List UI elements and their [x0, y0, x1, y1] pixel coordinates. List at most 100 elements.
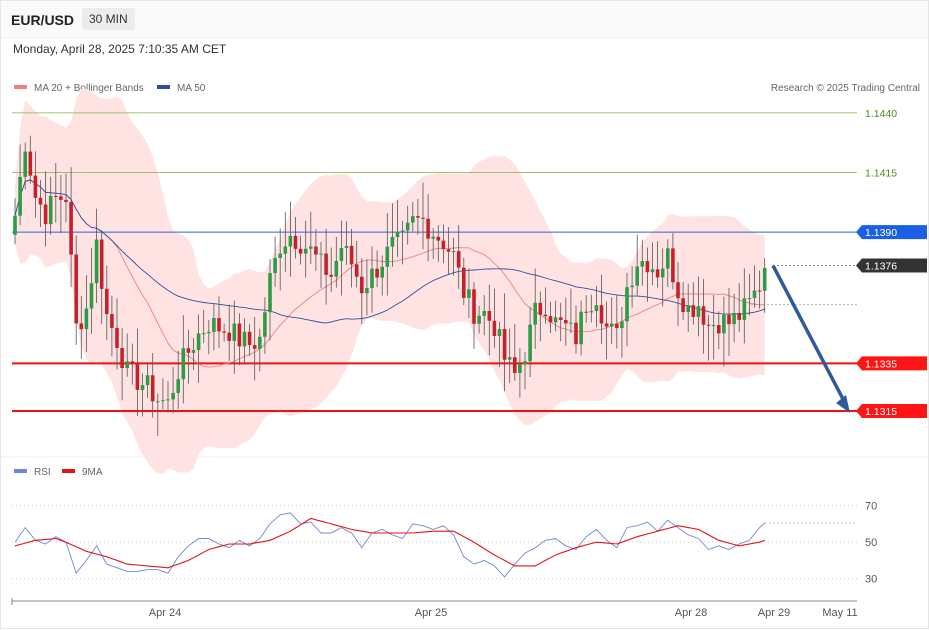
x-tick-1: Apr 25 — [415, 607, 447, 619]
candle-body — [140, 385, 145, 390]
candle-body — [18, 176, 22, 216]
x-tick-2: Apr 28 — [675, 607, 707, 619]
candle-body — [89, 283, 94, 309]
candle-body — [84, 308, 89, 330]
candle-body — [686, 305, 690, 313]
candle-body — [569, 322, 573, 324]
candle-body — [23, 151, 27, 177]
candle-body — [528, 324, 532, 362]
forecast-arrow-shaft — [771, 264, 845, 400]
candle-body — [416, 216, 420, 218]
candle-body — [660, 268, 665, 278]
rsi-line — [14, 512, 766, 578]
candle-body — [548, 316, 553, 323]
candle-body — [201, 333, 206, 335]
candle-body — [426, 218, 430, 239]
candle-body — [314, 246, 318, 255]
candle-body — [156, 401, 160, 403]
candle-body — [94, 239, 99, 284]
candle-body — [701, 306, 706, 325]
candle-body — [370, 268, 374, 288]
candle-body — [43, 204, 48, 225]
rsi-legend-label-0: RSI — [34, 467, 51, 478]
candle-body — [319, 253, 323, 255]
candle-body — [446, 249, 451, 252]
candle-body — [242, 331, 247, 347]
candle-body — [54, 195, 58, 197]
candle-body — [615, 323, 619, 329]
candle-body — [599, 305, 604, 324]
candle-body — [757, 290, 762, 292]
candle-body — [691, 305, 696, 317]
candle-body — [584, 311, 588, 313]
candle-body — [472, 289, 476, 324]
candle-body — [513, 357, 517, 373]
candle-body — [181, 348, 186, 380]
timeframe-button[interactable]: 30 MIN — [82, 8, 135, 30]
candle-body — [120, 347, 124, 368]
candle-body — [533, 302, 537, 325]
candle-body — [334, 260, 339, 277]
candle-body — [604, 323, 609, 327]
candle-body — [303, 248, 308, 254]
level-label-1.1335: 1.1335 — [865, 358, 897, 370]
candle-body — [278, 253, 282, 258]
candle-body — [176, 379, 180, 393]
candle-body — [385, 246, 390, 267]
candle-body — [339, 248, 344, 261]
candle-body — [344, 245, 349, 249]
candle-body — [405, 222, 410, 231]
candle-body — [467, 289, 471, 298]
legend-label-1: MA 50 — [177, 83, 206, 94]
candle-body — [625, 287, 629, 322]
candle-body — [752, 290, 757, 299]
candle-body — [38, 197, 43, 205]
candle-body — [477, 315, 481, 324]
candle-body — [105, 288, 109, 315]
candle-body — [125, 361, 129, 368]
candle-body — [375, 268, 379, 278]
candle-body — [288, 235, 293, 247]
candle-body — [222, 331, 226, 333]
level-label-1.1376: 1.1376 — [865, 261, 897, 273]
candle-body — [564, 319, 568, 324]
candle-body — [212, 318, 216, 332]
level-tag-1.1390 — [856, 225, 927, 240]
candle-body — [711, 325, 716, 327]
candle-body — [191, 350, 196, 353]
rsi-legend-label-1: 9MA — [82, 467, 103, 478]
ma50-line — [14, 179, 765, 324]
candle-body — [400, 230, 405, 232]
candle-body — [207, 331, 211, 334]
candle-body — [482, 310, 486, 316]
candle-body — [186, 348, 191, 353]
candle-body — [543, 314, 548, 317]
rsi-legend-swatch-1 — [62, 469, 75, 473]
level-label-1.1415: 1.1415 — [865, 167, 897, 179]
candle-body — [232, 323, 237, 341]
candle-body — [227, 332, 231, 341]
candle-body — [28, 151, 33, 176]
candle-body — [502, 329, 507, 360]
level-tag-1.1376 — [856, 258, 927, 273]
candle-body — [252, 345, 257, 349]
candle-body — [166, 399, 170, 401]
candle-body — [671, 248, 675, 283]
candle-body — [329, 274, 333, 277]
legend-swatch-0 — [14, 85, 27, 89]
candle-body — [130, 361, 135, 365]
candle-body — [655, 269, 660, 278]
candle-body — [594, 305, 599, 312]
forecast-arrowhead — [836, 395, 850, 414]
level-tag-1.1315 — [856, 404, 927, 419]
candle-body — [487, 310, 492, 321]
credit-text: Research © 2025 Trading Central — [771, 83, 920, 94]
level-label-1.1315: 1.1315 — [865, 406, 897, 418]
candle-body — [150, 375, 155, 402]
candle-body — [48, 195, 53, 225]
chart-datetime: Monday, April 28, 2025 7:10:35 AM CET — [13, 42, 227, 56]
candle-body — [436, 236, 441, 241]
candle-body — [722, 314, 726, 334]
